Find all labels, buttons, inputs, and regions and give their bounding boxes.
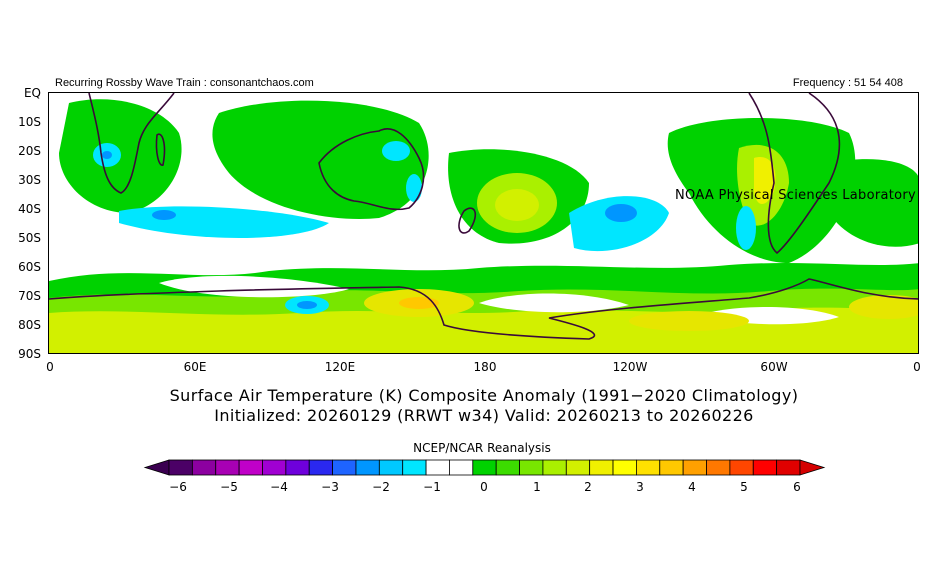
- colorbar-label: NCEP/NCAR Reanalysis: [413, 441, 551, 455]
- colorbar-tick: 1: [533, 480, 541, 494]
- indian-ocean-cyan: [119, 206, 329, 238]
- lat-label: 60S: [18, 260, 41, 274]
- colorbar-swatch: [659, 459, 684, 476]
- lon-label: 0: [46, 360, 54, 374]
- colorbar-swatch: [729, 459, 754, 476]
- white-gap-2: [479, 293, 629, 313]
- lat-label: 80S: [18, 318, 41, 332]
- map-canvas: [49, 93, 918, 353]
- map-subtitle: Initialized: 20260129 (RRWT w34) Valid: …: [214, 406, 754, 425]
- colorbar-tick: 3: [636, 480, 644, 494]
- colorbar-swatch: [589, 459, 614, 476]
- colorbar-swatch: [449, 459, 474, 476]
- colorbar-swatch: [308, 459, 333, 476]
- lon-label: 180: [473, 360, 497, 374]
- lon-label: 60W: [760, 360, 788, 374]
- colorbar-swatch: [612, 459, 637, 476]
- header-left-text: Recurring Rossby Wave Train : consonantc…: [55, 77, 314, 89]
- lon-label: 0: [913, 360, 921, 374]
- lat-label: 40S: [18, 202, 41, 216]
- colorbar-swatch: [495, 459, 520, 476]
- colorbar-swatch: [285, 459, 310, 476]
- colorbar-swatch: [355, 459, 380, 476]
- africa-blue: [102, 151, 112, 159]
- lat-label: 10S: [18, 115, 41, 129]
- africa-coast: [88, 93, 175, 194]
- colorbar-swatch: [238, 459, 263, 476]
- australia-coast: [318, 128, 425, 211]
- colorbar-swatch: [636, 459, 661, 476]
- colorbar-swatch: [402, 459, 427, 476]
- madagascar-coast: [155, 133, 166, 166]
- colorbar-swatch: [519, 459, 544, 476]
- lon-label: 120W: [612, 360, 648, 374]
- colorbar-tick: −1: [423, 480, 441, 494]
- lon-label: 120E: [324, 360, 356, 374]
- noaa-credit: NOAA Physical Sciences Laboratory: [675, 188, 917, 203]
- s-america-cyan: [736, 206, 756, 250]
- antarctica-coast: [49, 278, 918, 340]
- colorbar-swatch: [191, 459, 217, 476]
- south-atlantic-green: [829, 159, 918, 247]
- lat-label: 50S: [18, 231, 41, 245]
- s-america-yellow: [754, 157, 776, 205]
- colorbar-tick: 5: [740, 480, 748, 494]
- colorbar-tick: −5: [220, 480, 238, 494]
- lat-label: EQ: [23, 86, 41, 100]
- colorbar-tick: 2: [584, 480, 592, 494]
- australia-cyan: [382, 141, 410, 161]
- colorbar-swatch: [776, 459, 801, 476]
- new-zealand-coast: [458, 207, 477, 234]
- colorbar-min-arrow: [143, 459, 170, 476]
- colorbar-swatch: [168, 459, 193, 476]
- colorbar-swatch: [215, 459, 240, 476]
- pacific-yellow: [495, 189, 539, 221]
- lon-label: 60E: [183, 360, 207, 374]
- colorbar-tick: −3: [321, 480, 339, 494]
- s-america-coast: [748, 93, 841, 255]
- colorbar-swatch: [682, 459, 707, 476]
- colorbar-swatch: [752, 459, 778, 476]
- colorbar-swatch: [472, 459, 497, 476]
- south-pacific-cyan: [569, 196, 669, 252]
- polar-yellow-east: [629, 311, 749, 331]
- indian-ocean-blue: [152, 210, 176, 220]
- colorbar-tick: 6: [793, 480, 801, 494]
- colorbar-max-arrow: [799, 459, 826, 476]
- anomaly-map: NOAA Physical Sciences Laboratory: [48, 92, 919, 354]
- south-pacific-blue: [605, 204, 637, 222]
- antarctic-blue: [297, 301, 317, 309]
- colorbar-tick: −6: [169, 480, 187, 494]
- colorbar-swatch: [706, 459, 731, 476]
- lat-label: 70S: [18, 289, 41, 303]
- colorbar-tick: 4: [688, 480, 696, 494]
- map-title: Surface Air Temperature (K) Composite An…: [169, 386, 799, 405]
- colorbar-swatch: [565, 459, 591, 476]
- lat-label: 30S: [18, 173, 41, 187]
- lat-label: 20S: [18, 144, 41, 158]
- australia-cyan-2: [406, 174, 422, 202]
- colorbar-tick: 0: [480, 480, 488, 494]
- colorbar-tick: −2: [372, 480, 390, 494]
- colorbar-swatch: [425, 459, 450, 476]
- colorbar-tick: −4: [270, 480, 288, 494]
- header-frequency-text: Frequency : 51 54 408: [792, 77, 903, 89]
- colorbar-swatch: [332, 459, 357, 476]
- ross-sea-orange: [399, 297, 439, 309]
- lat-label: 90S: [18, 347, 41, 361]
- colorbar-swatch: [378, 459, 404, 476]
- polar-yellow-west: [849, 295, 918, 319]
- colorbar-swatch: [542, 459, 567, 476]
- colorbar-swatch: [262, 459, 287, 476]
